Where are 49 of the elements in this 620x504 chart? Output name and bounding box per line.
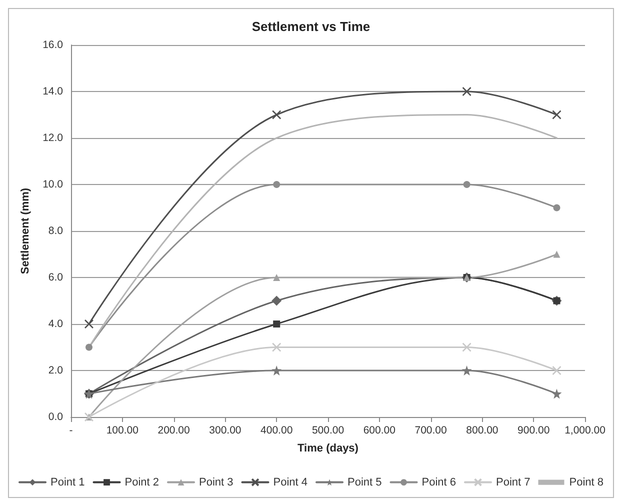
y-tick-label: 14.0 [42, 86, 64, 98]
chart-title: Settlement vs Time [252, 19, 370, 34]
y-tick-label: 12.0 [42, 132, 64, 144]
legend-label: Point 4 [273, 476, 308, 488]
y-tick-label: 8.0 [48, 225, 64, 237]
legend-label: Point 7 [496, 476, 530, 488]
point [552, 388, 562, 399]
point [462, 342, 472, 352]
point [272, 296, 282, 306]
x-tick-label: 700.00 [414, 424, 448, 436]
legend-label: Point 8 [569, 476, 604, 488]
legend-label: Point 1 [50, 476, 85, 488]
y-tick-label: 6.0 [48, 272, 64, 284]
point [84, 319, 94, 329]
legend-label: Point 2 [124, 476, 160, 488]
x-tick-label: - [69, 424, 74, 436]
y-tick-label: 4.0 [48, 318, 64, 330]
point [85, 344, 92, 351]
y-tick-label: 16.0 [42, 39, 64, 51]
y-tick-label: 10.0 [42, 178, 64, 190]
x-tick-label: 100.00 [106, 424, 139, 436]
legend-label: Point 5 [348, 476, 382, 488]
x-tick-label: 400.00 [260, 424, 293, 436]
point [463, 181, 470, 188]
x-tick-label: 500.00 [312, 424, 344, 436]
y-tick-label: 0.0 [48, 411, 64, 423]
point [273, 181, 280, 188]
point [272, 342, 282, 352]
x-tick-label: 900.00 [518, 424, 550, 436]
y-axis-title: Settlement (mm) [20, 188, 32, 274]
legend-label: Point 3 [199, 476, 234, 488]
x-tick-label: 200.00 [158, 424, 190, 436]
point [462, 366, 472, 376]
x-tick-label: 300.00 [209, 424, 242, 436]
x-tick-label: 800.00 [466, 424, 498, 436]
point [272, 366, 282, 376]
legend-label: Point 6 [422, 476, 456, 488]
point [553, 250, 560, 258]
point [272, 110, 282, 120]
x-tick-label: 600.00 [363, 424, 396, 436]
x-axis-title: Time (days) [298, 442, 359, 454]
x-tick-label: 1,000.00 [564, 424, 606, 436]
point [552, 366, 562, 376]
point [552, 110, 562, 120]
point [273, 320, 280, 328]
point [553, 204, 560, 212]
y-tick-label: 2.0 [48, 364, 64, 376]
point [462, 86, 472, 96]
point [273, 274, 280, 281]
